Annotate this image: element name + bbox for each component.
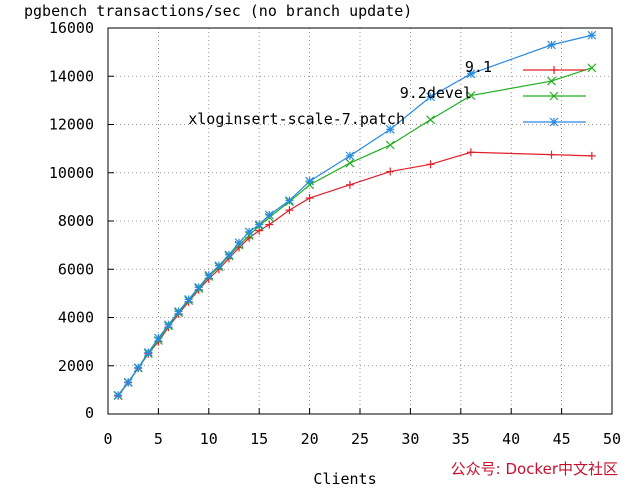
y-tick-label: 6000 <box>58 260 94 278</box>
legend-marker <box>550 66 558 74</box>
data-point <box>466 91 476 100</box>
y-tick-label: 4000 <box>58 309 94 327</box>
legend-item: 9.2devel <box>400 84 586 102</box>
y-tick-label: 12000 <box>49 116 94 134</box>
data-point <box>285 196 294 205</box>
data-point <box>234 238 244 248</box>
data-point <box>386 167 395 176</box>
data-point <box>587 63 597 73</box>
data-point <box>547 150 556 159</box>
legend-label: 9.2devel <box>400 84 472 102</box>
grid-lines <box>107 27 613 415</box>
axis-ticks: 0 5 10 15 20 25 30 35 40 45 50 0 2000 4000 6000 8000 100… <box>49 19 621 448</box>
data-point <box>164 320 173 330</box>
x-tick-label: 15 <box>250 430 268 448</box>
data-point <box>244 227 254 237</box>
x-tick-label: 30 <box>401 430 419 448</box>
data-point <box>265 220 274 229</box>
x-axis-label: Clients <box>313 470 376 488</box>
data-point <box>385 140 395 150</box>
data-point <box>426 160 435 169</box>
x-tick-label: 0 <box>103 430 112 448</box>
legend-item: 9.1 <box>465 58 586 76</box>
y-tick-label: 0 <box>85 404 94 422</box>
data-point <box>194 282 204 292</box>
data-point <box>547 40 556 50</box>
data-point <box>305 176 315 186</box>
y-tick-label: 14000 <box>49 67 94 85</box>
y-tick-label: 10000 <box>49 164 94 182</box>
data-point <box>184 294 194 304</box>
data-point <box>264 210 274 220</box>
data-point <box>466 69 476 79</box>
legend-label: xloginsert-scale-7.patch <box>188 110 405 128</box>
data-point <box>345 158 355 168</box>
data-point <box>466 148 475 157</box>
x-tick-label: 45 <box>553 430 571 448</box>
x-tick-label: 20 <box>301 430 319 448</box>
series-line <box>117 34 592 396</box>
legend: 9.1 9.2devel xloginsert-scale-7.patch <box>188 58 586 128</box>
legend-marker <box>549 117 559 127</box>
data-point <box>426 92 435 102</box>
series-2 <box>113 30 597 400</box>
y-tick-label: 2000 <box>58 357 94 375</box>
x-tick-label: 40 <box>502 430 520 448</box>
x-tick-label: 10 <box>200 430 218 448</box>
data-point <box>587 151 596 160</box>
y-tick-label: 8000 <box>58 212 94 230</box>
series-line <box>117 151 592 397</box>
data-point <box>254 220 264 230</box>
legend-item: xloginsert-scale-7.patch <box>188 110 586 128</box>
series-group <box>113 30 597 401</box>
data-point <box>345 151 355 161</box>
x-tick-label: 50 <box>603 430 621 448</box>
data-point <box>224 250 234 260</box>
data-point <box>123 377 133 387</box>
data-point <box>133 363 143 373</box>
x-tick-label: 25 <box>351 430 369 448</box>
y-tick-label: 16000 <box>49 19 94 37</box>
legend-label: 9.1 <box>465 58 492 76</box>
data-point <box>385 124 395 134</box>
data-point <box>547 76 556 86</box>
data-point <box>143 348 153 357</box>
data-point <box>305 194 314 203</box>
data-point <box>204 270 214 280</box>
chart-title: pgbench transactions/sec (no branch upda… <box>24 2 412 20</box>
data-point <box>426 115 435 125</box>
legend-marker <box>549 91 559 101</box>
x-tick-label: 35 <box>452 430 470 448</box>
data-point <box>587 30 597 40</box>
series-0 <box>114 148 596 400</box>
data-point <box>113 390 123 400</box>
data-point <box>285 206 294 215</box>
watermark: 公众号: Docker中文社区 <box>451 460 618 478</box>
data-point <box>174 307 183 316</box>
x-tick-label: 5 <box>154 430 163 448</box>
data-point <box>153 333 163 343</box>
data-point <box>214 261 224 271</box>
data-point <box>345 180 354 189</box>
